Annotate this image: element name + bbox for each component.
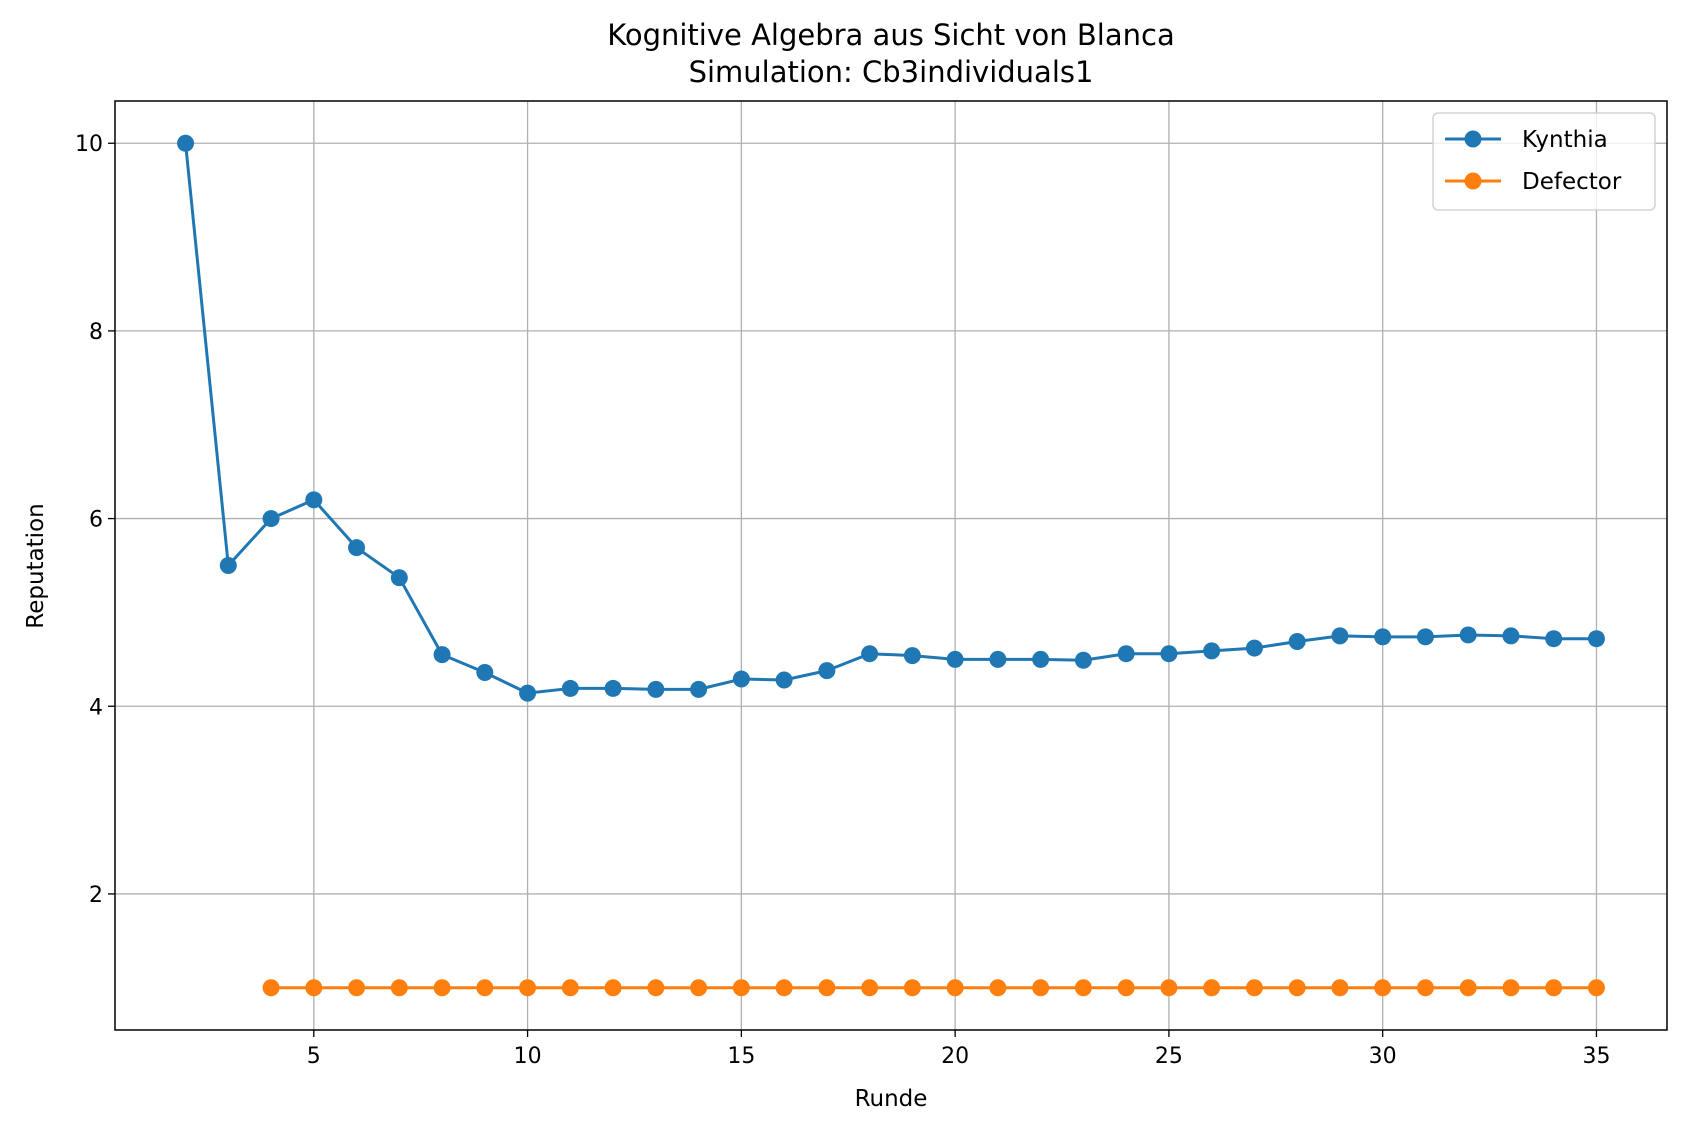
data-point-defector [433, 979, 451, 997]
legend-marker-kynthia [1464, 130, 1482, 148]
data-point-kynthia [1203, 642, 1221, 660]
data-point-defector [1416, 979, 1434, 997]
x-tick-label: 25 [1155, 1044, 1183, 1069]
data-point-kynthia [262, 510, 280, 528]
axis-ticks: 5 10 15 20 25 30 35 2 4 6 8 10 [75, 132, 1610, 1069]
data-point-kynthia [647, 680, 665, 698]
chart-subtitle: Simulation: Cb3individuals1 [689, 55, 1094, 89]
series-layer [177, 134, 1605, 997]
data-point-kynthia [390, 569, 408, 587]
data-point-kynthia [989, 650, 1007, 668]
data-point-defector [1545, 979, 1563, 997]
data-point-kynthia [476, 663, 494, 681]
data-point-defector [1587, 979, 1605, 997]
data-point-defector [1074, 979, 1092, 997]
data-point-defector [262, 979, 280, 997]
plot-area-frame [114, 100, 1668, 1031]
data-point-kynthia [1074, 651, 1092, 669]
data-point-kynthia [219, 557, 237, 574]
data-point-kynthia [604, 679, 622, 697]
y-tick-label: 4 [89, 695, 103, 720]
data-point-kynthia [1117, 645, 1135, 663]
data-point-defector [1502, 979, 1520, 997]
data-point-kynthia [1545, 630, 1563, 648]
y-tick-label: 6 [89, 508, 103, 533]
data-point-kynthia [305, 491, 323, 509]
series-line-kynthia [184, 143, 1597, 695]
data-point-defector [519, 979, 537, 997]
data-point-kynthia [861, 645, 879, 663]
data-point-kynthia [348, 539, 366, 557]
data-point-defector [561, 979, 579, 997]
data-point-kynthia [519, 684, 537, 702]
data-point-defector [1160, 979, 1178, 997]
data-point-defector [1459, 979, 1477, 997]
data-point-defector [818, 979, 836, 997]
data-point-kynthia [903, 647, 921, 665]
y-axis-label: Reputation [23, 503, 49, 628]
data-point-defector [348, 979, 366, 997]
data-point-defector [1288, 979, 1306, 997]
chart-title: Kognitive Algebra aus Sicht von Blanca [607, 18, 1174, 52]
data-point-kynthia [433, 646, 451, 664]
data-point-defector [647, 979, 665, 997]
x-tick-label: 30 [1369, 1044, 1397, 1069]
data-point-defector [1032, 979, 1050, 997]
x-tick-label: 15 [727, 1044, 755, 1069]
data-point-kynthia [177, 134, 195, 152]
data-point-kynthia [775, 671, 793, 689]
y-tick-label: 2 [89, 883, 103, 908]
data-point-kynthia [1459, 626, 1477, 644]
data-point-kynthia [1032, 650, 1050, 668]
legend: Kynthia Defector [1432, 112, 1656, 211]
data-point-kynthia [818, 662, 836, 680]
data-point-kynthia [1587, 630, 1605, 648]
data-point-kynthia [690, 680, 708, 698]
x-tick-label: 10 [514, 1044, 542, 1069]
data-point-defector [1245, 979, 1263, 997]
data-point-defector [690, 979, 708, 997]
data-point-defector [390, 979, 408, 997]
data-point-kynthia [1331, 627, 1349, 645]
series-defector [262, 979, 1605, 997]
data-point-defector [989, 979, 1007, 997]
legend-label-kynthia: Kynthia [1522, 127, 1608, 153]
data-point-defector [732, 979, 750, 997]
data-point-defector [305, 979, 323, 997]
legend-marker-defector [1464, 172, 1482, 190]
data-point-defector [1331, 979, 1349, 997]
data-point-defector [946, 979, 964, 997]
y-tick-label: 8 [89, 320, 103, 345]
legend-label-defector: Defector [1522, 169, 1622, 195]
data-point-kynthia [1416, 628, 1434, 646]
data-point-defector [903, 979, 921, 997]
series-kynthia [177, 134, 1605, 702]
x-axis-label: Runde [855, 1086, 928, 1112]
data-point-kynthia [1245, 639, 1263, 657]
data-point-kynthia [1160, 645, 1178, 663]
data-point-defector [476, 979, 494, 997]
data-point-kynthia [1288, 633, 1306, 651]
legend-box [1432, 112, 1656, 211]
data-point-defector [775, 979, 793, 997]
data-point-kynthia [1502, 627, 1520, 645]
grid [115, 101, 1667, 1030]
y-tick-label: 10 [75, 132, 103, 157]
x-tick-label: 5 [307, 1044, 321, 1069]
data-point-defector [604, 979, 622, 997]
data-point-defector [1117, 979, 1135, 997]
data-point-kynthia [732, 670, 750, 688]
data-point-kynthia [946, 650, 964, 668]
data-point-defector [861, 979, 879, 997]
data-point-kynthia [561, 679, 579, 697]
data-point-defector [1374, 979, 1392, 997]
x-tick-label: 20 [941, 1044, 969, 1069]
x-tick-label: 35 [1582, 1044, 1610, 1069]
data-point-kynthia [1374, 628, 1392, 646]
data-point-defector [1203, 979, 1221, 997]
